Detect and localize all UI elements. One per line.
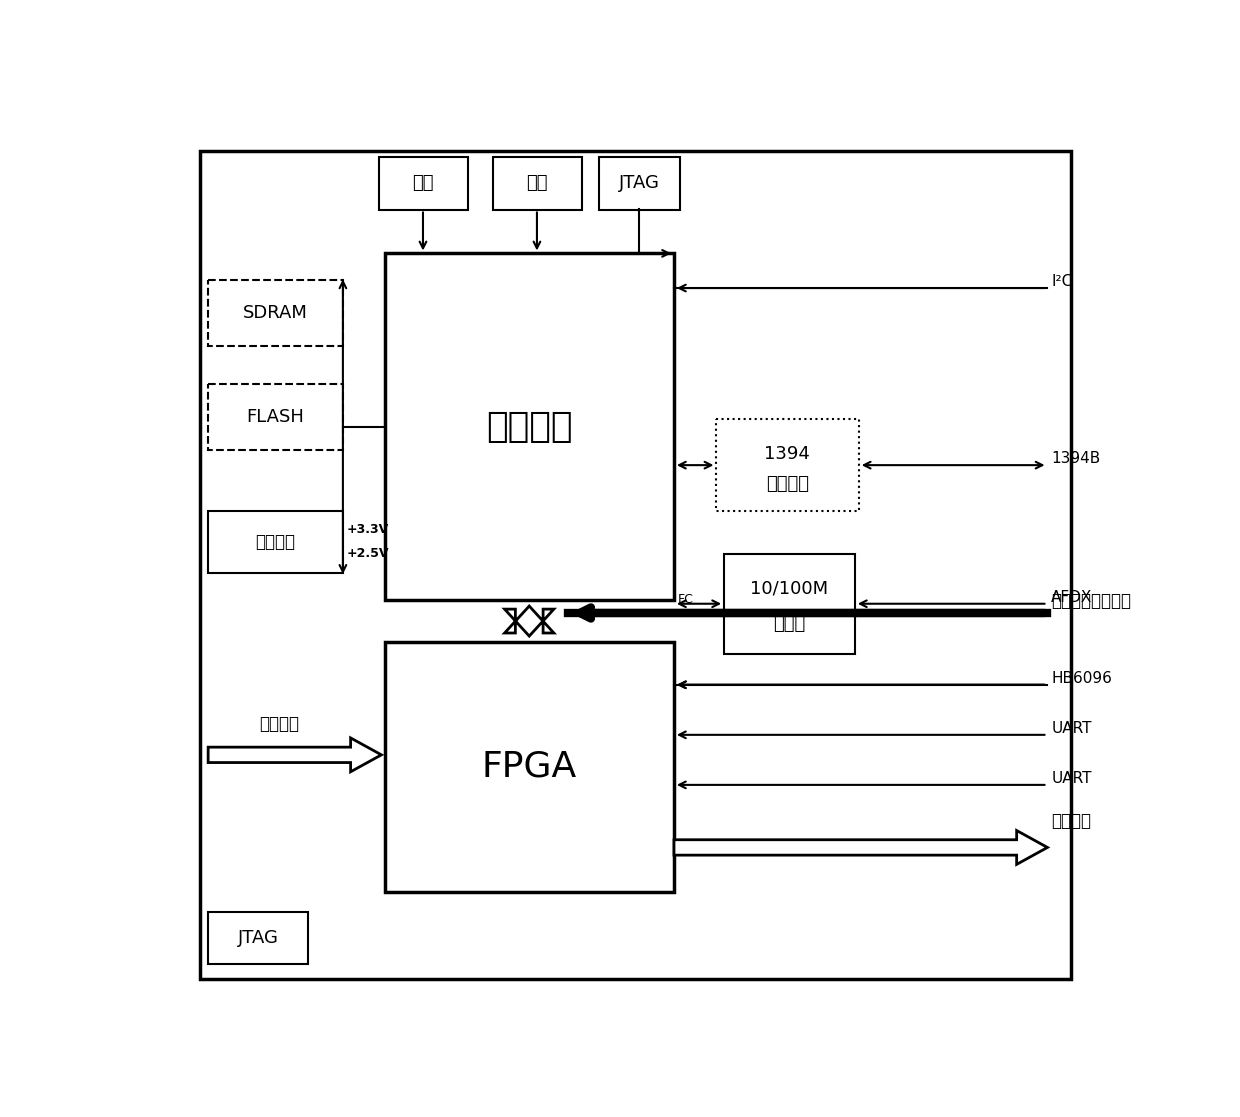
Text: 1394: 1394 — [764, 445, 810, 464]
Text: 1394B: 1394B — [1052, 451, 1101, 467]
Text: 离散信号: 离散信号 — [259, 715, 299, 733]
Text: SDRAM: SDRAM — [243, 304, 308, 322]
Text: +3.3V: +3.3V — [347, 524, 389, 536]
Text: JTAG: JTAG — [619, 174, 660, 192]
Bar — [717, 419, 859, 512]
Text: 电源变换: 电源变换 — [255, 533, 295, 551]
Text: 复位: 复位 — [526, 174, 548, 192]
Text: UART: UART — [1052, 722, 1091, 736]
Text: JTAG: JTAG — [238, 929, 279, 947]
Text: FC: FC — [678, 593, 693, 607]
Text: 与母板交换路号线: 与母板交换路号线 — [1052, 592, 1131, 610]
Text: AFDX: AFDX — [1052, 590, 1092, 605]
Polygon shape — [505, 607, 554, 636]
Text: 晶振: 晶振 — [412, 174, 434, 192]
Text: 10/100M: 10/100M — [750, 580, 828, 598]
Bar — [208, 512, 343, 573]
Bar — [208, 384, 343, 450]
Bar — [494, 157, 582, 210]
Text: 接口芯片: 接口芯片 — [765, 475, 808, 493]
Text: HB6096: HB6096 — [1052, 671, 1112, 686]
Polygon shape — [675, 831, 1048, 865]
Bar — [386, 642, 675, 892]
Bar — [599, 157, 681, 210]
Text: 以太网: 以太网 — [774, 614, 806, 632]
Text: UART: UART — [1052, 771, 1091, 786]
Bar — [724, 554, 854, 653]
Text: +2.5V: +2.5V — [347, 546, 389, 560]
Text: FLASH: FLASH — [247, 408, 304, 426]
Bar — [208, 280, 343, 346]
Bar — [386, 254, 675, 600]
Polygon shape — [208, 738, 382, 772]
Text: 离散信号: 离散信号 — [1052, 812, 1091, 830]
Text: I²C: I²C — [1052, 275, 1073, 289]
Text: FPGA: FPGA — [481, 750, 577, 784]
Bar — [208, 911, 309, 964]
Text: 微处理器: 微处理器 — [486, 410, 573, 443]
Bar — [379, 157, 467, 210]
